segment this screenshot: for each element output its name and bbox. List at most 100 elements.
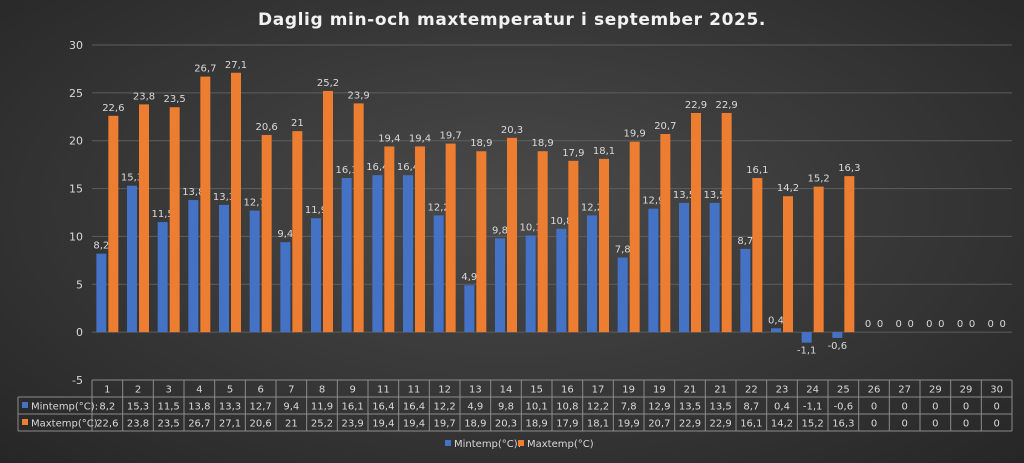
min-temp-bar [648, 208, 659, 333]
table-cell: 10,8 [556, 402, 578, 413]
min-temp-bar [679, 202, 689, 333]
table-cell: 22,9 [710, 419, 732, 430]
x-category-label: 22 [745, 385, 758, 396]
table-cell: -0,6 [834, 402, 854, 413]
min-temp-data-label: 0 [926, 319, 932, 330]
min-temp-bar [832, 332, 843, 338]
max-temp-bar [261, 134, 272, 333]
min-temp-data-label: 0,4 [768, 315, 784, 326]
x-category-label: 21 [714, 385, 727, 396]
table-cell: 23,9 [342, 419, 364, 430]
x-category-label: 23 [776, 385, 789, 396]
max-temp-bar [200, 76, 211, 333]
table-cell: 16,4 [403, 402, 425, 413]
min-temp-data-label: -0,6 [828, 341, 848, 352]
table-cell: 23,5 [158, 419, 180, 430]
min-temp-bar [556, 228, 567, 333]
table-cell: 11,9 [311, 402, 333, 413]
y-tick-label: 0 [76, 326, 83, 339]
table-cell: 12,9 [648, 402, 670, 413]
table-cell: 26,7 [188, 419, 210, 430]
x-category-label: 11 [377, 385, 390, 396]
max-temp-data-label: 23,9 [348, 90, 370, 101]
min-temp-data-label: 16,4 [397, 162, 419, 173]
y-tick-label: 20 [69, 135, 83, 148]
min-temp-data-label: 13,8 [182, 187, 204, 198]
table-cell: 16,1 [740, 419, 762, 430]
min-temp-data-label: 0 [895, 319, 901, 330]
min-temp-bar [157, 222, 168, 333]
max-temp-bar [691, 112, 701, 333]
table-cell: 25,2 [311, 419, 333, 430]
min-temp-data-label: 8,7 [737, 236, 753, 247]
min-temp-bar [525, 235, 536, 333]
max-temp-data-label: 23,8 [133, 91, 155, 102]
max-temp-data-label: 20,3 [501, 125, 523, 136]
x-category-label: 4 [196, 385, 202, 396]
min-temp-data-label: 0 [987, 319, 993, 330]
table-cell: 9,8 [498, 402, 514, 413]
table-cell: 14,2 [771, 419, 793, 430]
table-cell: 16,3 [832, 419, 854, 430]
max-temp-data-label: 14,2 [777, 183, 799, 194]
max-temp-data-label: 22,6 [102, 103, 124, 114]
min-temp-data-label: 12,7 [244, 198, 266, 209]
max-temp-bar [629, 141, 640, 333]
table-cell: 0 [932, 419, 938, 430]
table-cell: 19,7 [434, 419, 456, 430]
table-cell: 19,9 [618, 419, 640, 430]
x-category-label: 24 [806, 385, 819, 396]
table-cell: 0 [993, 402, 999, 413]
min-temp-bar [249, 210, 260, 333]
max-temp-bar [813, 186, 824, 333]
min-temp-bar [433, 215, 444, 333]
min-temp-bar [740, 248, 751, 333]
x-category-label: 29 [960, 385, 973, 396]
min-temp-bar [96, 253, 107, 333]
max-temp-data-label: 0 [999, 319, 1005, 330]
max-temp-bar [169, 107, 180, 333]
y-tick-label: 25 [69, 87, 83, 100]
max-temp-bar [139, 104, 149, 333]
table-cell: 27,1 [219, 419, 241, 430]
table-cell: 0 [932, 402, 938, 413]
max-temp-data-label: 0 [877, 319, 883, 330]
x-category-label: 9 [349, 385, 355, 396]
max-temp-data-label: 26,7 [194, 64, 216, 75]
max-temp-data-label: 23,5 [164, 94, 186, 105]
max-temp-bar [752, 178, 763, 333]
table-cell: 20,6 [250, 419, 272, 430]
table-cell: 13,5 [679, 402, 701, 413]
min-temp-data-label: 15,3 [121, 173, 143, 184]
min-temp-data-label: 12,2 [428, 202, 450, 213]
table-cell: 11,5 [158, 402, 180, 413]
min-temp-data-label: 13,3 [213, 192, 235, 203]
table-cell: 21 [285, 419, 298, 430]
y-tick-label: 10 [69, 230, 83, 243]
table-cell: 0 [963, 419, 969, 430]
min-temp-bar [801, 332, 812, 343]
min-temp-data-label: 4,9 [461, 272, 477, 283]
max-temp-bar [507, 137, 517, 333]
max-temp-data-label: 22,9 [716, 100, 738, 111]
x-category-label: 17 [592, 385, 605, 396]
max-temp-data-label: 18,9 [470, 138, 492, 149]
min-temp-data-label: 8,2 [93, 241, 109, 252]
table-cell: 0 [901, 419, 907, 430]
max-temp-data-label: 22,9 [685, 100, 707, 111]
min-temp-data-label: 11,5 [152, 209, 174, 220]
table-cell: 0 [871, 402, 877, 413]
min-temp-data-label: 9,8 [492, 225, 508, 236]
min-temp-data-label: 11,9 [305, 205, 327, 216]
min-temp-data-label: 10,1 [520, 222, 542, 233]
max-temp-bar [721, 112, 732, 333]
table-cell: 12,2 [434, 402, 456, 413]
max-temp-bar [353, 103, 364, 333]
min-temp-data-label: 12,9 [642, 196, 664, 207]
min-temp-data-label: 16,1 [336, 165, 358, 176]
max-temp-data-label: 0 [938, 319, 944, 330]
x-category-label: 30 [990, 385, 1003, 396]
max-temp-data-label: 19,4 [378, 133, 400, 144]
max-temp-data-label: 21 [291, 118, 304, 129]
